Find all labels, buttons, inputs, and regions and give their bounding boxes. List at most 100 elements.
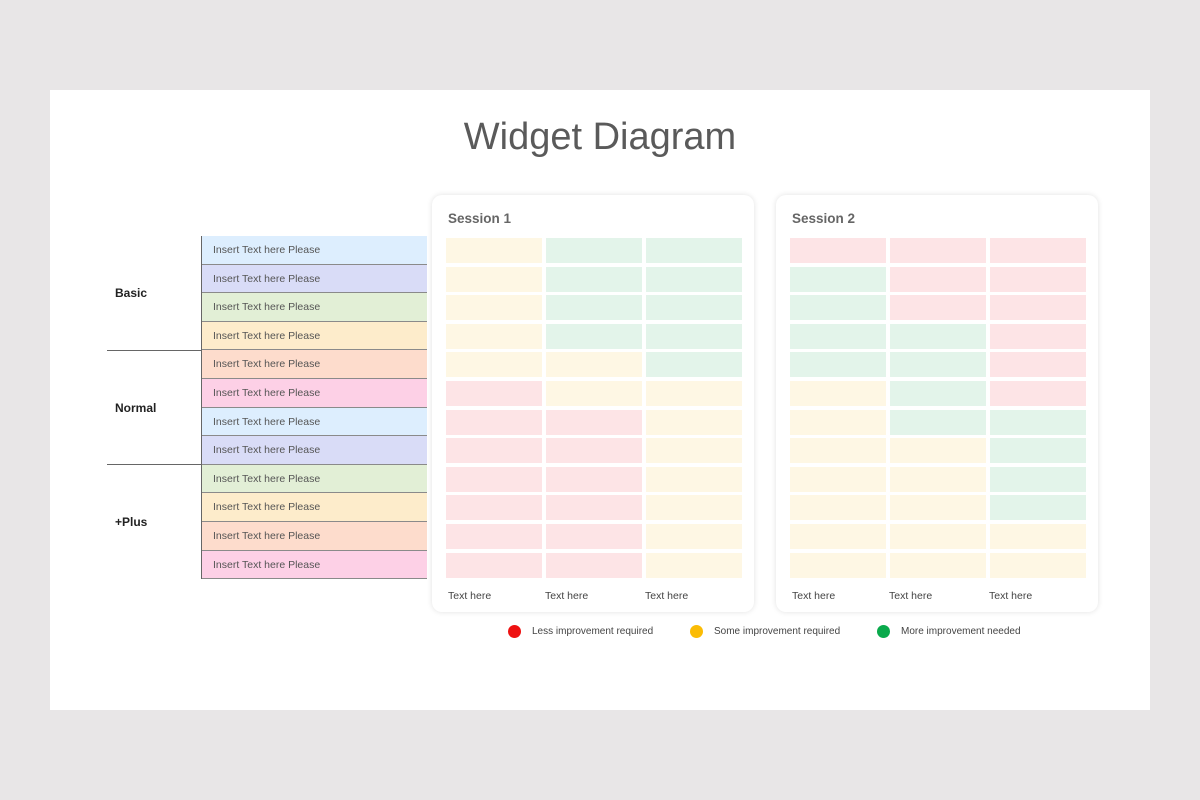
status-cell	[546, 466, 642, 492]
status-cell	[790, 323, 886, 349]
status-cell	[790, 238, 886, 263]
status-cell	[890, 352, 986, 378]
green-dot-icon	[877, 625, 890, 638]
row-item: Insert Text here Please	[202, 293, 427, 322]
status-cell	[646, 466, 742, 492]
row-item: Insert Text here Please	[202, 350, 427, 379]
status-cell	[790, 380, 886, 406]
status-cell	[890, 238, 986, 263]
status-cell	[646, 380, 742, 406]
status-cell	[990, 438, 1086, 464]
status-cell	[646, 409, 742, 435]
session-title: Session 1	[448, 211, 512, 226]
column-label: Text here	[645, 590, 689, 602]
status-cell	[890, 523, 986, 549]
status-cell	[990, 295, 1086, 321]
group-label-plus: +Plus	[115, 515, 148, 529]
status-cell	[446, 352, 542, 378]
column-label: Text here	[792, 590, 836, 602]
column-label: Text here	[545, 590, 589, 602]
status-cell	[546, 409, 642, 435]
status-cell	[546, 352, 642, 378]
row-item: Insert Text here Please	[202, 321, 427, 351]
status-cell	[790, 295, 886, 321]
status-cell	[546, 552, 642, 578]
column-label: Text here	[889, 590, 933, 602]
legend-label: More improvement needed	[901, 626, 1021, 637]
status-cell	[446, 552, 542, 578]
status-cell	[790, 552, 886, 578]
group-divider	[107, 350, 202, 351]
status-cell	[446, 238, 542, 263]
status-cell	[646, 238, 742, 263]
status-cell	[890, 380, 986, 406]
row-item: Insert Text here Please	[202, 264, 427, 294]
status-cell	[990, 238, 1086, 263]
status-cell	[446, 523, 542, 549]
group-label-basic: Basic	[115, 286, 148, 300]
status-cell	[546, 238, 642, 263]
status-cell	[890, 295, 986, 321]
status-cell	[790, 352, 886, 378]
status-cell	[990, 495, 1086, 521]
status-cell	[790, 438, 886, 464]
row-list: Insert Text here Please Insert Text here …	[202, 236, 427, 580]
status-cell	[646, 523, 742, 549]
row-item: Insert Text here Please	[202, 493, 427, 522]
column-label: Text here	[448, 590, 492, 602]
status-cell	[990, 380, 1086, 406]
status-cell	[890, 409, 986, 435]
status-cell	[890, 323, 986, 349]
session-2-card: Session 2 Text here Text here Text here	[776, 195, 1098, 612]
status-cell	[546, 380, 642, 406]
legend-label: Some improvement required	[714, 626, 841, 637]
group-divider	[107, 464, 202, 465]
status-cell	[990, 323, 1086, 349]
status-cell	[446, 295, 542, 321]
status-cell	[646, 495, 742, 521]
session-title: Session 2	[792, 211, 856, 226]
status-cell	[446, 266, 542, 292]
status-cell	[546, 323, 642, 349]
status-cell	[446, 495, 542, 521]
status-cell	[790, 466, 886, 492]
bracket-line	[201, 236, 202, 579]
legend-item-less: Less improvement required	[508, 625, 653, 638]
status-cell	[990, 352, 1086, 378]
session-1-card: Session 1 Text here Text here Text here	[432, 195, 754, 612]
legend-item-some: Some improvement required	[690, 625, 840, 638]
status-cell	[890, 495, 986, 521]
status-cell	[546, 438, 642, 464]
status-cell	[790, 523, 886, 549]
row-item: Insert Text here Please	[202, 550, 427, 580]
column-label: Text here	[989, 590, 1033, 602]
status-cell	[990, 409, 1086, 435]
status-cell	[990, 523, 1086, 549]
status-cell	[890, 466, 986, 492]
status-cell	[990, 266, 1086, 292]
status-cell	[646, 438, 742, 464]
status-cell	[990, 466, 1086, 492]
status-cell	[646, 323, 742, 349]
status-cell	[646, 266, 742, 292]
status-cell	[546, 523, 642, 549]
row-item: Insert Text here Please	[202, 378, 427, 408]
status-cell	[790, 495, 886, 521]
red-dot-icon	[508, 625, 521, 638]
row-item: Insert Text here Please	[202, 407, 427, 437]
status-cell	[990, 552, 1086, 578]
status-cell	[890, 438, 986, 464]
status-cell	[446, 409, 542, 435]
yellow-dot-icon	[690, 625, 703, 638]
status-cell	[646, 352, 742, 378]
status-cell	[646, 552, 742, 578]
status-cell	[546, 295, 642, 321]
session-grid	[790, 238, 1086, 578]
legend-item-more: More improvement needed	[877, 625, 1021, 638]
page-title: Widget Diagram	[463, 116, 737, 158]
status-cell	[446, 323, 542, 349]
status-cell	[890, 552, 986, 578]
legend-label: Less improvement required	[532, 626, 654, 637]
status-cell	[646, 295, 742, 321]
row-item: Insert Text here Please	[202, 464, 427, 494]
